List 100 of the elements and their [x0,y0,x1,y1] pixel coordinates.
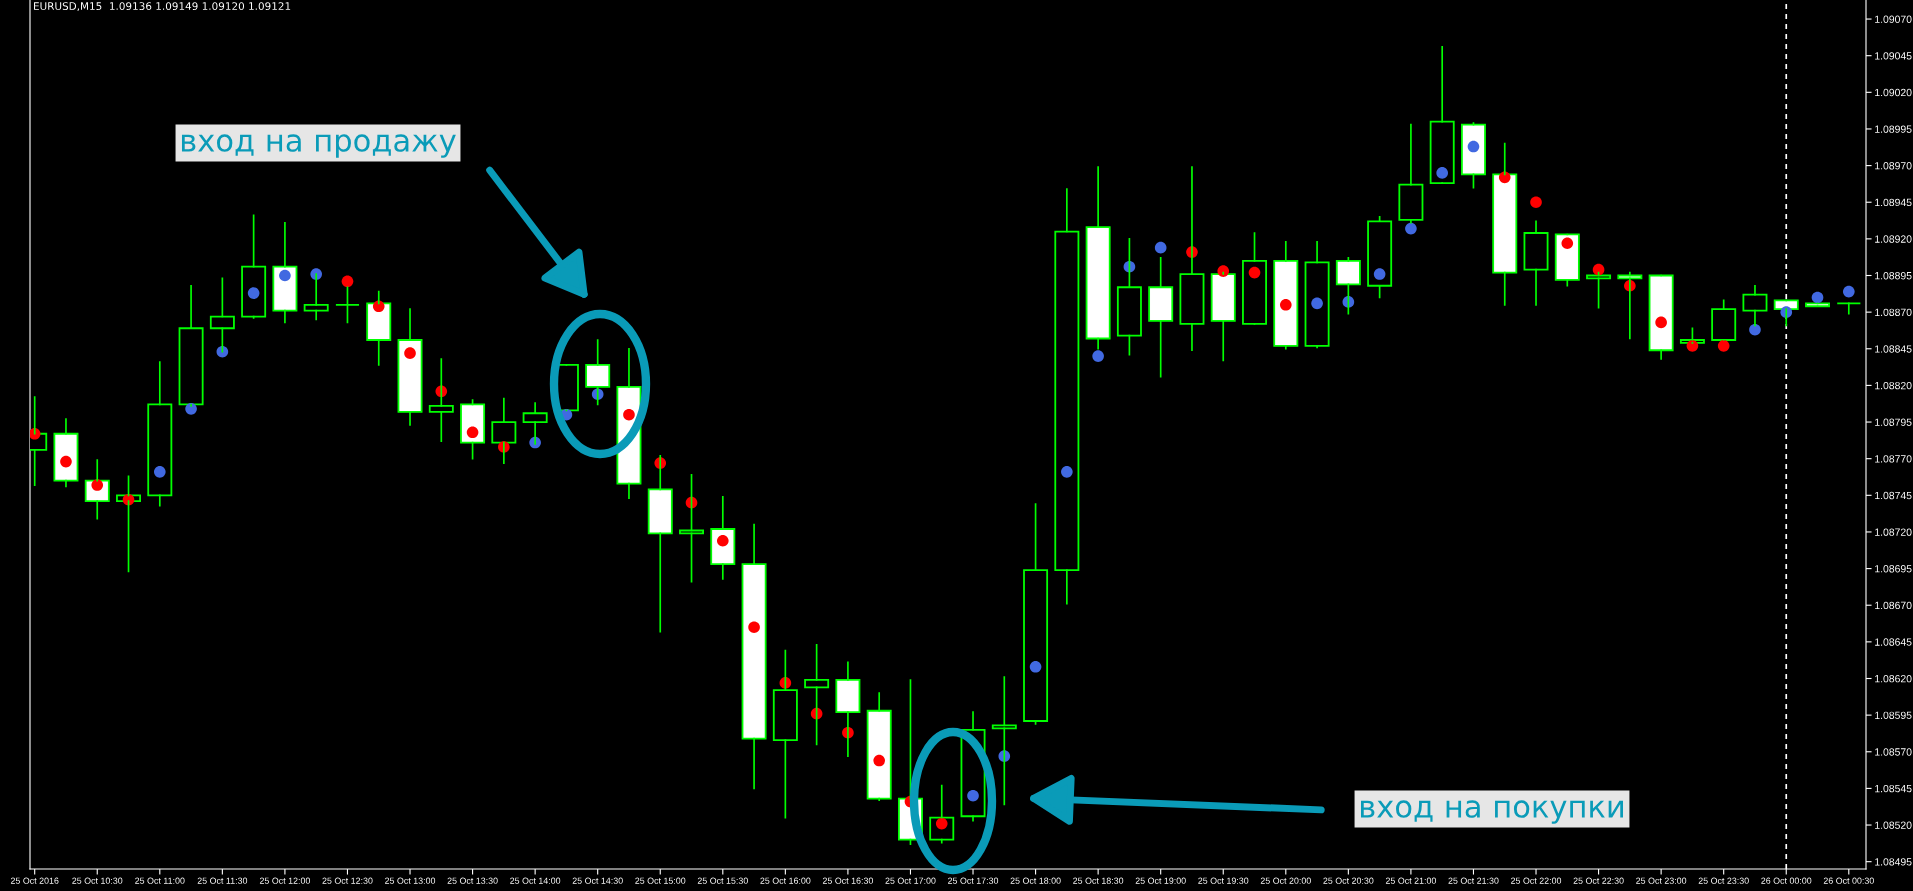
point [1498,171,1511,184]
x-tick-label: 25 Oct 11:30 [197,877,248,884]
y-tick-label: 1.08545 [1875,784,1912,793]
chart-title: EURUSD,M15 1.09136 1.09149 1.09120 1.09121 [34,2,291,12]
y-tick-label: 1.09045 [1875,52,1912,60]
x-tick-label: 25 Oct 14:00 [510,877,561,884]
x-tick-label: 25 Oct 20:30 [1323,877,1374,884]
point [185,403,197,415]
x-tick-label: 25 Oct 20:00 [1260,877,1311,884]
point [1248,266,1261,279]
x-tick-label: 25 Oct 13:30 [447,877,498,884]
y-tick-label: 1.08820 [1875,381,1912,390]
y-tick-label: 1.08970 [1875,162,1912,170]
x-tick-label: 25 Oct 21:00 [1385,877,1437,884]
y-tick-label: 1.08945 [1875,198,1912,207]
point [1373,268,1386,280]
x-tick-label: 25 Oct 23:00 [1636,877,1687,884]
point [1811,291,1824,304]
point [279,269,291,282]
y-tick-label: 1.08745 [1875,491,1912,500]
y-tick-label: 1.08670 [1875,601,1912,610]
x-tick-label: 25 Oct 16:00 [760,877,811,884]
x-tick-label: 25 Oct 17:00 [885,877,936,884]
candlestick [741,523,767,790]
candlestick [397,308,423,426]
point [1061,466,1073,478]
x-tick-label: 25 Oct 21:30 [1448,877,1499,884]
candlestick [1554,233,1580,287]
y-tick-label: 1.08720 [1875,528,1912,536]
y-tick-label: 1.08995 [1875,125,1912,133]
candlestick [1648,274,1674,360]
point [1842,285,1855,298]
y-tick-label: 1.09020 [1875,88,1912,97]
x-tick-label: 25 Oct 12:00 [259,877,311,884]
y-tick-label: 1.08495 [1875,858,1912,866]
candlestick [1116,238,1142,356]
y-tick-label: 1.08895 [1875,272,1912,280]
candlestick [991,676,1017,806]
candlestick [272,221,298,324]
x-tick-label: 25 Oct 14:30 [572,877,623,884]
x-tick-label: 26 Oct 00:30 [1823,877,1874,884]
candlestick [366,290,392,366]
candlestick [1711,299,1737,341]
y-tick-label: 1.08920 [1875,235,1912,243]
point [1436,167,1448,179]
annotation: вход на продажу [181,134,456,158]
y-tick-label: 1.08770 [1875,455,1912,463]
point [247,287,260,299]
y-tick-label: 1.08845 [1875,345,1912,353]
x-tick-label: 25 Oct 17:30 [948,877,999,884]
x-tick-label: 25 Oct 22:30 [1573,877,1624,884]
candlestick [1054,188,1080,605]
point [1592,263,1605,276]
y-tick-label: 1.08520 [1875,821,1912,829]
candlestick [1242,232,1267,325]
point [341,275,354,288]
point [1530,196,1542,209]
y-tick-label: 1.08595 [1875,711,1912,720]
x-tick-label: 25 Oct 19:00 [1135,877,1186,884]
annotation: вход на покупки [1361,800,1623,824]
candlestick [772,649,798,819]
y-tick-label: 1.09070 [1875,15,1912,23]
x-tick-label: 25 Oct 15:00 [635,877,686,884]
point [216,345,229,358]
point [1279,299,1292,311]
candlestick [1273,240,1299,350]
x-tick-label: 25 Oct 12:30 [322,877,373,884]
y-tick-label: 1.08645 [1875,638,1912,646]
candlestick [1179,166,1205,352]
candlestick [1492,142,1518,306]
x-tick-label: 25 Oct 23:30 [1698,877,1749,884]
point [1561,237,1574,250]
point [748,621,760,634]
point [466,426,479,439]
x-tick-label: 25 Oct 2016 [10,877,59,884]
candlestick [804,643,830,746]
x-tick-label: 25 Oct 13:00 [385,877,436,884]
point [967,789,979,802]
point [1217,265,1230,277]
x-tick-label: 25 Oct 18:30 [1073,877,1124,884]
y-tick-label: 1.08870 [1875,308,1912,317]
point [1311,297,1323,310]
point [1686,340,1699,352]
y-tick-label: 1.08695 [1875,565,1912,573]
x-tick-label: 25 Oct 11:00 [135,877,185,884]
y-tick-label: 1.08620 [1875,674,1912,683]
x-tick-label: 25 Oct 18:00 [1010,877,1061,884]
point [1092,350,1104,362]
candlestick [491,397,517,464]
candlestick [53,418,79,488]
candlestick [147,361,173,507]
candlestick [1085,166,1111,350]
x-tick-label: 25 Oct 15:30 [697,877,748,884]
candlestick [428,358,454,442]
point [372,300,385,313]
candlestick [866,692,892,800]
point [404,347,416,359]
point [1029,660,1042,673]
point [1749,323,1761,336]
candlestick [1023,503,1049,725]
